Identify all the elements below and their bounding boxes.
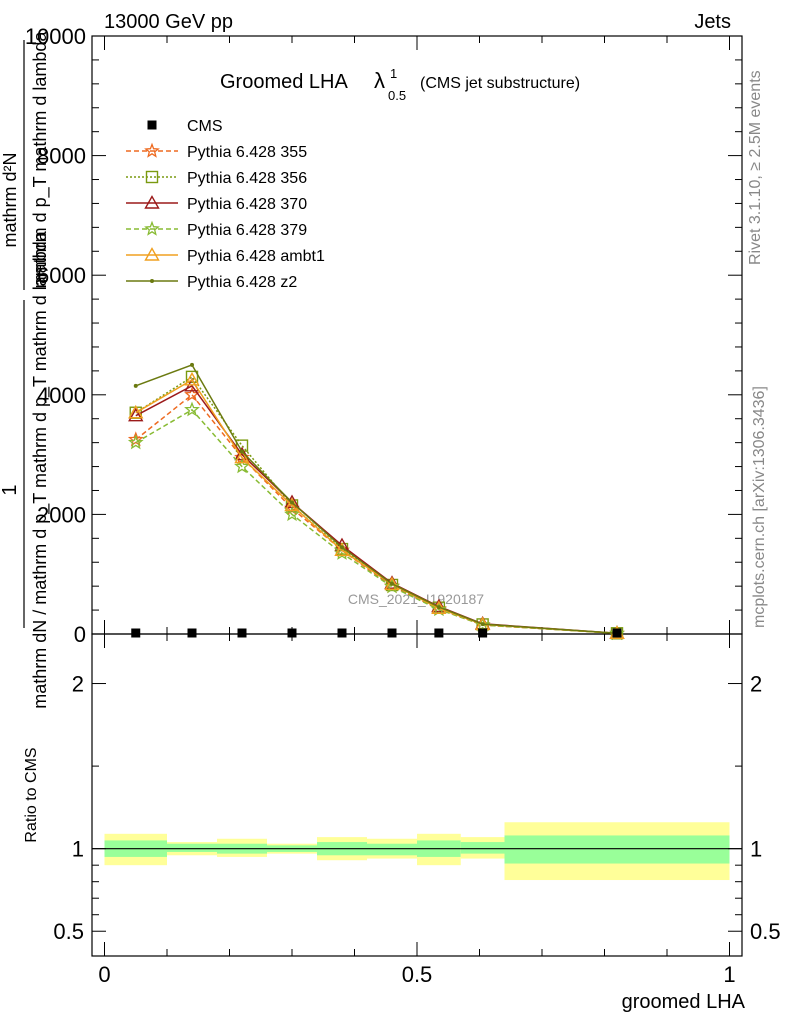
top-y-label: 1 mathrm dN / mathrm d p_T mathrm d p_T … bbox=[0, 31, 51, 709]
legend-label-1: Pythia 6.428 355 bbox=[187, 144, 307, 161]
series-3-point-6 bbox=[430, 601, 447, 617]
cms-point-6 bbox=[434, 628, 444, 638]
x-tick-label-0: 0 bbox=[98, 962, 110, 987]
ratio-tick-label-right-2: 2 bbox=[750, 672, 762, 697]
ylabel-rhs-numerator: mathrm d²N bbox=[0, 152, 20, 247]
plot-title: Groomed LHA λ 1 0.5 (CMS jet substructur… bbox=[220, 66, 580, 103]
ratio-axis-ticks: 0.5 0.5 1 1 2 2 bbox=[53, 672, 780, 945]
series-4-point-0 bbox=[128, 404, 144, 419]
cms-point-5 bbox=[387, 628, 397, 638]
header-left: 13000 GeV pp bbox=[104, 11, 233, 33]
legend-label-2: Pythia 6.428 356 bbox=[187, 170, 307, 187]
ratio-tick-label-2: 2 bbox=[72, 672, 84, 697]
legend-label-4: Pythia 6.428 379 bbox=[187, 222, 307, 239]
series-5-point-7 bbox=[480, 622, 485, 627]
series-5-point-3 bbox=[290, 500, 294, 505]
legend-marker-4 bbox=[144, 220, 160, 236]
series-4-point-6 bbox=[431, 600, 447, 614]
legend-marker-2 bbox=[145, 170, 159, 184]
x-tick-label-2: 1 bbox=[723, 962, 735, 987]
ratio-green-band-5 bbox=[367, 843, 417, 856]
series-5-point-0 bbox=[133, 383, 138, 388]
top-y-tick-label-4: 8000 bbox=[37, 144, 86, 169]
legend-marker-5 bbox=[144, 247, 160, 261]
ylabel-denominator: mathrm dN / mathrm d p_T mathrm d p_T ma… bbox=[30, 230, 51, 708]
ylabel-numerator: 1 bbox=[0, 484, 21, 495]
series-5-point-4 bbox=[340, 545, 344, 550]
ylabel-rhs-denominator: mathrm d p_T mathrm d lambda bbox=[30, 31, 51, 289]
series-line-3 bbox=[135, 408, 618, 635]
plot-title-sup: 1 bbox=[390, 66, 397, 81]
cms-point-4 bbox=[337, 628, 347, 638]
plot-title-lambda: λ bbox=[374, 68, 385, 93]
series-3-point-1 bbox=[184, 401, 200, 417]
ratio-tick-label-right-1: 1 bbox=[750, 837, 762, 862]
series-4-point-1 bbox=[184, 371, 200, 386]
cms-points bbox=[131, 628, 622, 638]
cms-point-2 bbox=[237, 628, 247, 638]
ratio-tick-label-1: 1 bbox=[72, 837, 84, 862]
top-y-tick-label-1: 2000 bbox=[37, 502, 86, 527]
legend-marker-0 bbox=[147, 120, 157, 130]
series-3-point-3 bbox=[284, 506, 300, 522]
header-right: Jets bbox=[694, 11, 731, 33]
plot-title-suffix: (CMS jet substructure) bbox=[420, 75, 580, 92]
top-y-tick-label-2: 4000 bbox=[37, 383, 86, 408]
series-3-point-2 bbox=[234, 458, 250, 474]
top-y-tick-label-0: 0 bbox=[74, 622, 86, 647]
series-4-point-2 bbox=[234, 449, 250, 464]
top-y-tick-label-3: 6000 bbox=[37, 263, 86, 288]
series-lines bbox=[127, 362, 625, 641]
x-axis-label: groomed LHA bbox=[622, 991, 746, 1013]
ratio-plot-frame bbox=[91, 633, 743, 957]
legend-label-0: CMS bbox=[187, 118, 223, 135]
ratio-green-band-8 bbox=[504, 835, 730, 864]
legend-label-5: Pythia 6.428 ambt1 bbox=[187, 248, 325, 265]
series-2-point-0 bbox=[128, 407, 144, 422]
plot-title-sub: 0.5 bbox=[388, 88, 406, 103]
ratio-tick-label-0: 0.5 bbox=[53, 919, 84, 944]
x-axis-ticks: 0 0.5 1 bbox=[98, 36, 736, 987]
series-3-point-0 bbox=[127, 434, 144, 450]
cms-point-7 bbox=[478, 628, 488, 638]
ratio-tick-label-right-0: 0.5 bbox=[750, 919, 781, 944]
series-5-point-6 bbox=[436, 605, 441, 610]
legend-label-3: Pythia 6.428 370 bbox=[187, 196, 307, 213]
rivet-label: Rivet 3.1.10, ≥ 2.5M events bbox=[747, 70, 764, 265]
legend: CMS Pythia 6.428 355 Pythia 6.428 356 Pythi… bbox=[126, 118, 325, 291]
top-y-tick-label-5: 10000 bbox=[25, 24, 86, 49]
series-4-point-5 bbox=[384, 576, 400, 591]
top-axis-ticks: 0 2000 4000 6000 8000 10000 bbox=[25, 24, 742, 647]
legend-marker-3 bbox=[144, 195, 160, 209]
legend-label-6: Pythia 6.428 z2 bbox=[187, 274, 297, 291]
series-5-point-2 bbox=[240, 449, 244, 454]
cms-point-3 bbox=[287, 628, 297, 638]
legend-marker-6 bbox=[150, 279, 154, 283]
ratio-green-band-7 bbox=[460, 842, 505, 854]
ratio-y-label: Ratio to CMS bbox=[23, 747, 40, 842]
series-1-point-1 bbox=[185, 370, 199, 384]
ratio-bands bbox=[104, 822, 730, 881]
series-5-point-5 bbox=[390, 581, 394, 586]
x-tick-label-1: 0.5 bbox=[402, 962, 433, 987]
cms-point-1 bbox=[187, 628, 197, 638]
legend-marker-1 bbox=[144, 142, 160, 158]
plot-title-main: Groomed LHA bbox=[220, 71, 348, 93]
cms-point-8 bbox=[612, 628, 622, 638]
ratio-green-band-1 bbox=[167, 843, 217, 852]
series-5-point-1 bbox=[190, 362, 194, 367]
cms-point-0 bbox=[131, 628, 141, 638]
mcplots-label: mcplots.cern.ch [arXiv:1306.3436] bbox=[751, 386, 768, 628]
